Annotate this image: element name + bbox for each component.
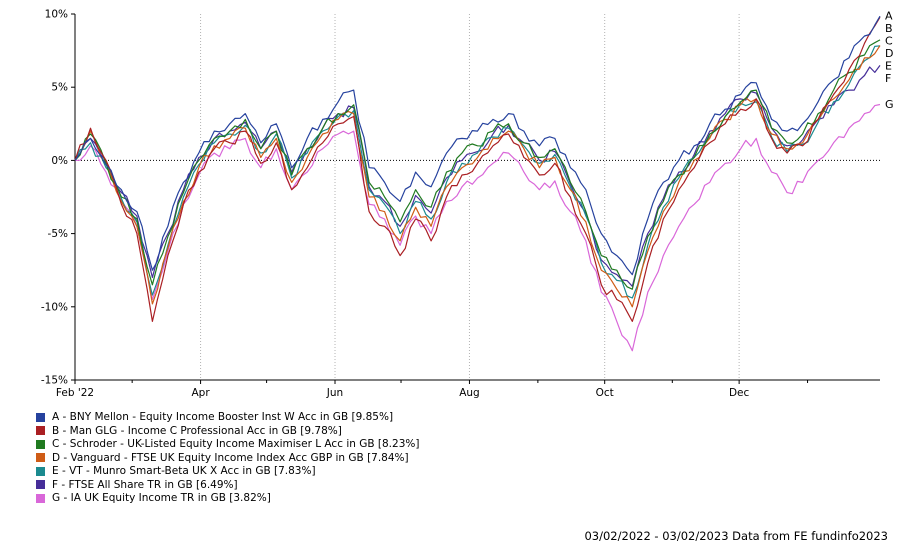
y-tick-label: 0% bbox=[51, 155, 68, 167]
chart-legend: A - BNY Mellon - Equity Income Booster I… bbox=[36, 412, 419, 507]
legend-label-C: C - Schroder - UK-Listed Equity Income M… bbox=[52, 438, 420, 450]
end-label-G: G bbox=[885, 98, 894, 111]
series-lines bbox=[74, 15, 881, 352]
legend-swatch-E bbox=[36, 466, 45, 476]
legend-label-A: A - BNY Mellon - Equity Income Booster I… bbox=[52, 411, 394, 423]
legend-item-F: F - FTSE All Share TR in GB [6.49%] bbox=[36, 478, 419, 491]
legend-item-A: A - BNY Mellon - Equity Income Booster I… bbox=[36, 412, 419, 423]
legend-swatch-B bbox=[36, 426, 45, 436]
performance-chart: 10% 5% 0% -5% -10% -15% Feb '22 Apr Jun Aug Oct Dec… bbox=[41, 9, 894, 400]
legend-label-G: G - IA UK Equity Income TR in GB [3.82%] bbox=[52, 492, 271, 504]
x-tick-label: Jun bbox=[326, 387, 343, 399]
x-tick-label: Oct bbox=[596, 387, 614, 399]
series-line-F bbox=[74, 65, 881, 287]
date-range-source-text: 03/02/2022 - 03/02/2023 Data from FE fun… bbox=[584, 529, 888, 543]
legend-item-C: C - Schroder - UK-Listed Equity Income M… bbox=[36, 439, 419, 450]
legend-item-G: G - IA UK Equity Income TR in GB [3.82%] bbox=[36, 493, 419, 504]
legend-label-E: E - VT - Munro Smart-Beta UK X Acc in GB… bbox=[52, 465, 316, 477]
axes bbox=[74, 14, 880, 381]
series-line-D bbox=[74, 45, 881, 308]
series-line-A bbox=[74, 15, 881, 276]
series-line-G bbox=[74, 103, 881, 352]
y-tick-label: 5% bbox=[51, 82, 68, 94]
end-label-C: C bbox=[885, 35, 893, 48]
y-tick-label: -15% bbox=[41, 375, 68, 387]
x-tick-label: Aug bbox=[459, 387, 480, 399]
legend-label-D: D - Vanguard - FTSE UK Equity Income Ind… bbox=[52, 451, 409, 464]
series-line-B bbox=[74, 16, 881, 322]
end-label-B: B bbox=[885, 22, 893, 35]
y-tick-label: -10% bbox=[41, 301, 68, 313]
y-tick-label: 10% bbox=[45, 9, 68, 21]
x-tick-label: Feb '22 bbox=[56, 387, 94, 399]
legend-item-E: E - VT - Munro Smart-Beta UK X Acc in GB… bbox=[36, 466, 419, 477]
x-tick-label: Dec bbox=[729, 387, 750, 399]
legend-swatch-D bbox=[36, 453, 45, 463]
end-label-F: F bbox=[885, 72, 891, 85]
end-label-E: E bbox=[885, 60, 892, 73]
end-label-D: D bbox=[885, 47, 893, 60]
series-line-C bbox=[74, 39, 881, 290]
legend-label-B: B - Man GLG - Income C Professional Acc … bbox=[52, 424, 342, 437]
chart-footer: 03/02/2022 - 03/02/2023 Data from FE fun… bbox=[584, 529, 888, 543]
x-axis-labels: Feb '22 Apr Jun Aug Oct Dec bbox=[56, 380, 809, 399]
legend-swatch-G bbox=[36, 493, 45, 503]
x-tick-label: Apr bbox=[191, 387, 210, 399]
legend-swatch-A bbox=[36, 412, 45, 422]
y-axis-labels: 10% 5% 0% -5% -10% -15% bbox=[41, 9, 75, 387]
series-line-E bbox=[74, 45, 881, 299]
legend-item-B: B - Man GLG - Income C Professional Acc … bbox=[36, 424, 419, 437]
chart-canvas: 10% 5% 0% -5% -10% -15%Feb '22 Apr Jun Aug Oct Dec… bbox=[41, 9, 894, 400]
gridlines bbox=[200, 14, 740, 380]
legend-label-F: F - FTSE All Share TR in GB [6.49%] bbox=[52, 478, 238, 491]
legend-swatch-F bbox=[36, 480, 45, 490]
y-tick-label: -5% bbox=[48, 228, 68, 240]
legend-swatch-C bbox=[36, 439, 45, 449]
legend-item-D: D - Vanguard - FTSE UK Equity Income Ind… bbox=[36, 451, 419, 464]
end-label-A: A bbox=[885, 10, 893, 23]
